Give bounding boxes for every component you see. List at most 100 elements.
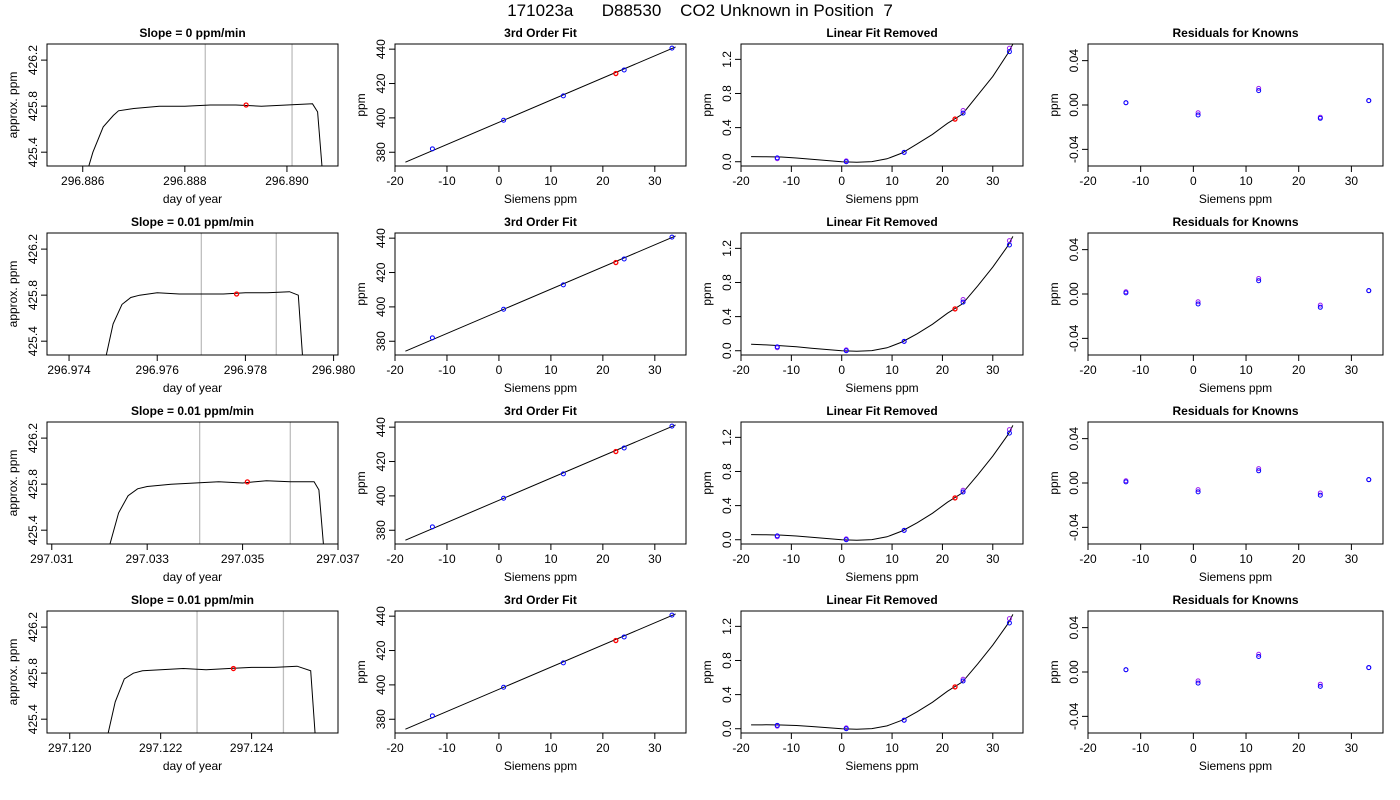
y-axis-label: ppm — [354, 471, 368, 494]
y-tick-label: 426.2 — [26, 612, 40, 642]
residual-point — [1256, 466, 1262, 472]
known-point — [960, 110, 966, 116]
y-tick-label: 380 — [374, 331, 388, 351]
y-tick-label: 425.8 — [26, 658, 40, 688]
chart-panel-12: Residuals for Knowns -20 -10 0 10 20 30 -0.04 0.… — [1047, 404, 1384, 584]
y-tick-label: 425.8 — [26, 91, 40, 121]
known-point — [669, 423, 675, 429]
x-tick-label: 10 — [885, 741, 899, 755]
x-tick-label: 0 — [496, 741, 503, 755]
y-axis-label: ppm — [1047, 282, 1061, 305]
unknown-marker — [233, 291, 240, 297]
y-tick-label: 1.2 — [720, 429, 734, 446]
residual-point — [1195, 301, 1201, 307]
y-tick-label: 1.2 — [720, 51, 734, 68]
x-tick-label: 20 — [936, 741, 950, 755]
plot-frame — [394, 610, 687, 734]
known-point — [621, 67, 627, 73]
x-tick-label: 30 — [986, 552, 1000, 566]
x-tick-label: 10 — [1239, 363, 1253, 377]
y-tick-label: 0.0 — [720, 342, 734, 359]
x-tick-label: 20 — [1292, 363, 1306, 377]
chart-panel-5: Slope = 0.01 ppm/min 296.974 296.976 296.97… — [6, 215, 356, 395]
known-point — [901, 338, 907, 344]
residual-point — [1123, 290, 1129, 296]
x-tick-label: 0 — [496, 363, 503, 377]
panel-title: 3rd Order Fit — [504, 26, 577, 40]
x-tick-label: 0 — [1190, 741, 1197, 755]
unknown-marker — [613, 70, 619, 77]
known-point — [843, 348, 849, 354]
residual-point — [1317, 492, 1323, 498]
panel-title: Slope = 0.01 ppm/min — [131, 215, 254, 229]
known-point — [669, 612, 675, 618]
known-point — [669, 45, 675, 51]
chart-panel-6: 3rd Order Fit -20 -10 0 10 20 30 380 400 420 440 Si… — [354, 215, 687, 395]
x-tick-label: 0 — [496, 174, 503, 188]
chart-panel-3: Linear Fit Removed -20 -10 0 10 20 30 0.0 0.4 0.8… — [700, 26, 1024, 206]
unknown-marker — [952, 306, 958, 312]
known-point — [774, 344, 780, 350]
x-axis-label: Siemens ppm — [1199, 381, 1272, 395]
x-axis-label: Siemens ppm — [1199, 759, 1272, 773]
known-point — [901, 527, 907, 533]
known-point-alt — [960, 487, 966, 493]
x-tick-label: 297.037 — [316, 552, 360, 566]
known-point — [1006, 49, 1012, 55]
plot-frame — [394, 421, 687, 545]
known-point — [429, 335, 435, 341]
x-tick-label: 0 — [1190, 552, 1197, 566]
residual-point — [1123, 479, 1129, 485]
y-tick-label: 380 — [374, 142, 388, 162]
y-axis-label: ppm — [1047, 660, 1061, 683]
x-tick-label: 10 — [885, 552, 899, 566]
known-point-alt — [1006, 427, 1012, 433]
x-tick-label: 297.122 — [139, 741, 183, 755]
trace-line — [88, 103, 323, 166]
plot-frame — [1087, 232, 1384, 356]
unknown-marker — [952, 684, 958, 690]
x-tick-label: -20 — [386, 174, 404, 188]
y-tick-label: 0.00 — [1067, 93, 1081, 117]
x-tick-label: 297.035 — [221, 552, 265, 566]
x-tick-label: 10 — [1239, 552, 1253, 566]
panel-title: Slope = 0.01 ppm/min — [131, 404, 254, 418]
y-tick-label: 0.04 — [1067, 49, 1081, 73]
known-point — [774, 155, 780, 161]
residual-point — [1256, 651, 1262, 657]
y-tick-label: 425.4 — [26, 704, 40, 734]
plot-frame — [1087, 43, 1384, 167]
known-point — [560, 471, 566, 477]
y-tick-label: 0.00 — [1067, 660, 1081, 684]
plot-area — [107, 611, 316, 733]
plot-area — [405, 45, 676, 163]
known-point — [843, 726, 849, 732]
x-tick-label: 20 — [1292, 552, 1306, 566]
y-tick-label: 0.4 — [720, 119, 734, 136]
trace-line — [107, 665, 316, 733]
x-tick-label: 30 — [1345, 741, 1359, 755]
plot-area — [405, 234, 676, 352]
panel-title: Linear Fit Removed — [826, 215, 937, 229]
y-tick-label: 0.4 — [720, 308, 734, 325]
y-tick-label: 440 — [374, 39, 388, 59]
unknown-marker — [613, 448, 619, 455]
unknown-marker — [244, 479, 251, 485]
plot-frame — [394, 232, 687, 356]
known-point — [621, 256, 627, 262]
panel-title: Slope = 0.01 ppm/min — [131, 593, 254, 607]
x-axis-label: Siemens ppm — [504, 192, 577, 206]
x-tick-label: 297.120 — [48, 741, 92, 755]
known-point — [621, 634, 627, 640]
x-tick-label: -20 — [732, 363, 750, 377]
x-tick-label: 0 — [496, 552, 503, 566]
y-tick-label: 426.2 — [26, 234, 40, 264]
x-tick-label: 296.980 — [312, 363, 356, 377]
y-tick-label: 440 — [374, 417, 388, 437]
plot-area — [1123, 275, 1372, 310]
known-point — [774, 533, 780, 539]
plot-frame — [394, 43, 687, 167]
x-tick-label: 20 — [596, 741, 610, 755]
x-tick-label: -10 — [438, 741, 456, 755]
x-tick-label: -20 — [386, 363, 404, 377]
